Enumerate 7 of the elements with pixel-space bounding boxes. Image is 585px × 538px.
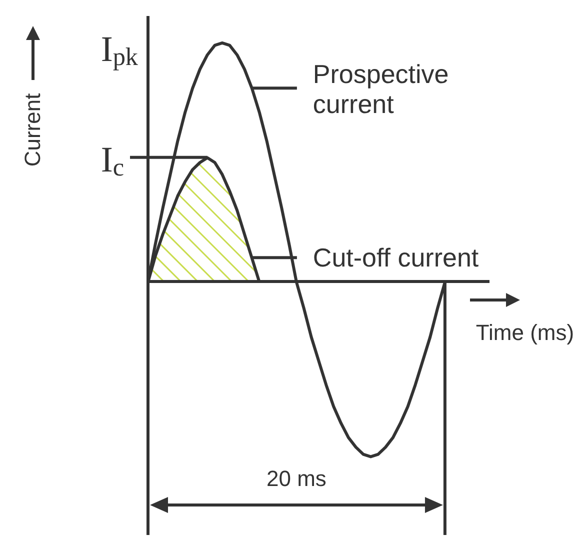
text: 20 ms	[266, 466, 326, 491]
text: I$_{pk}$	[100, 28, 138, 71]
legend-label: Cut-off current	[312, 242, 480, 273]
legend-label: Prospective current	[312, 59, 449, 120]
x-axis-title: Time (ms)	[476, 320, 574, 345]
text: I$_{c}$	[100, 139, 124, 182]
y-axis-title: Current	[20, 93, 45, 167]
